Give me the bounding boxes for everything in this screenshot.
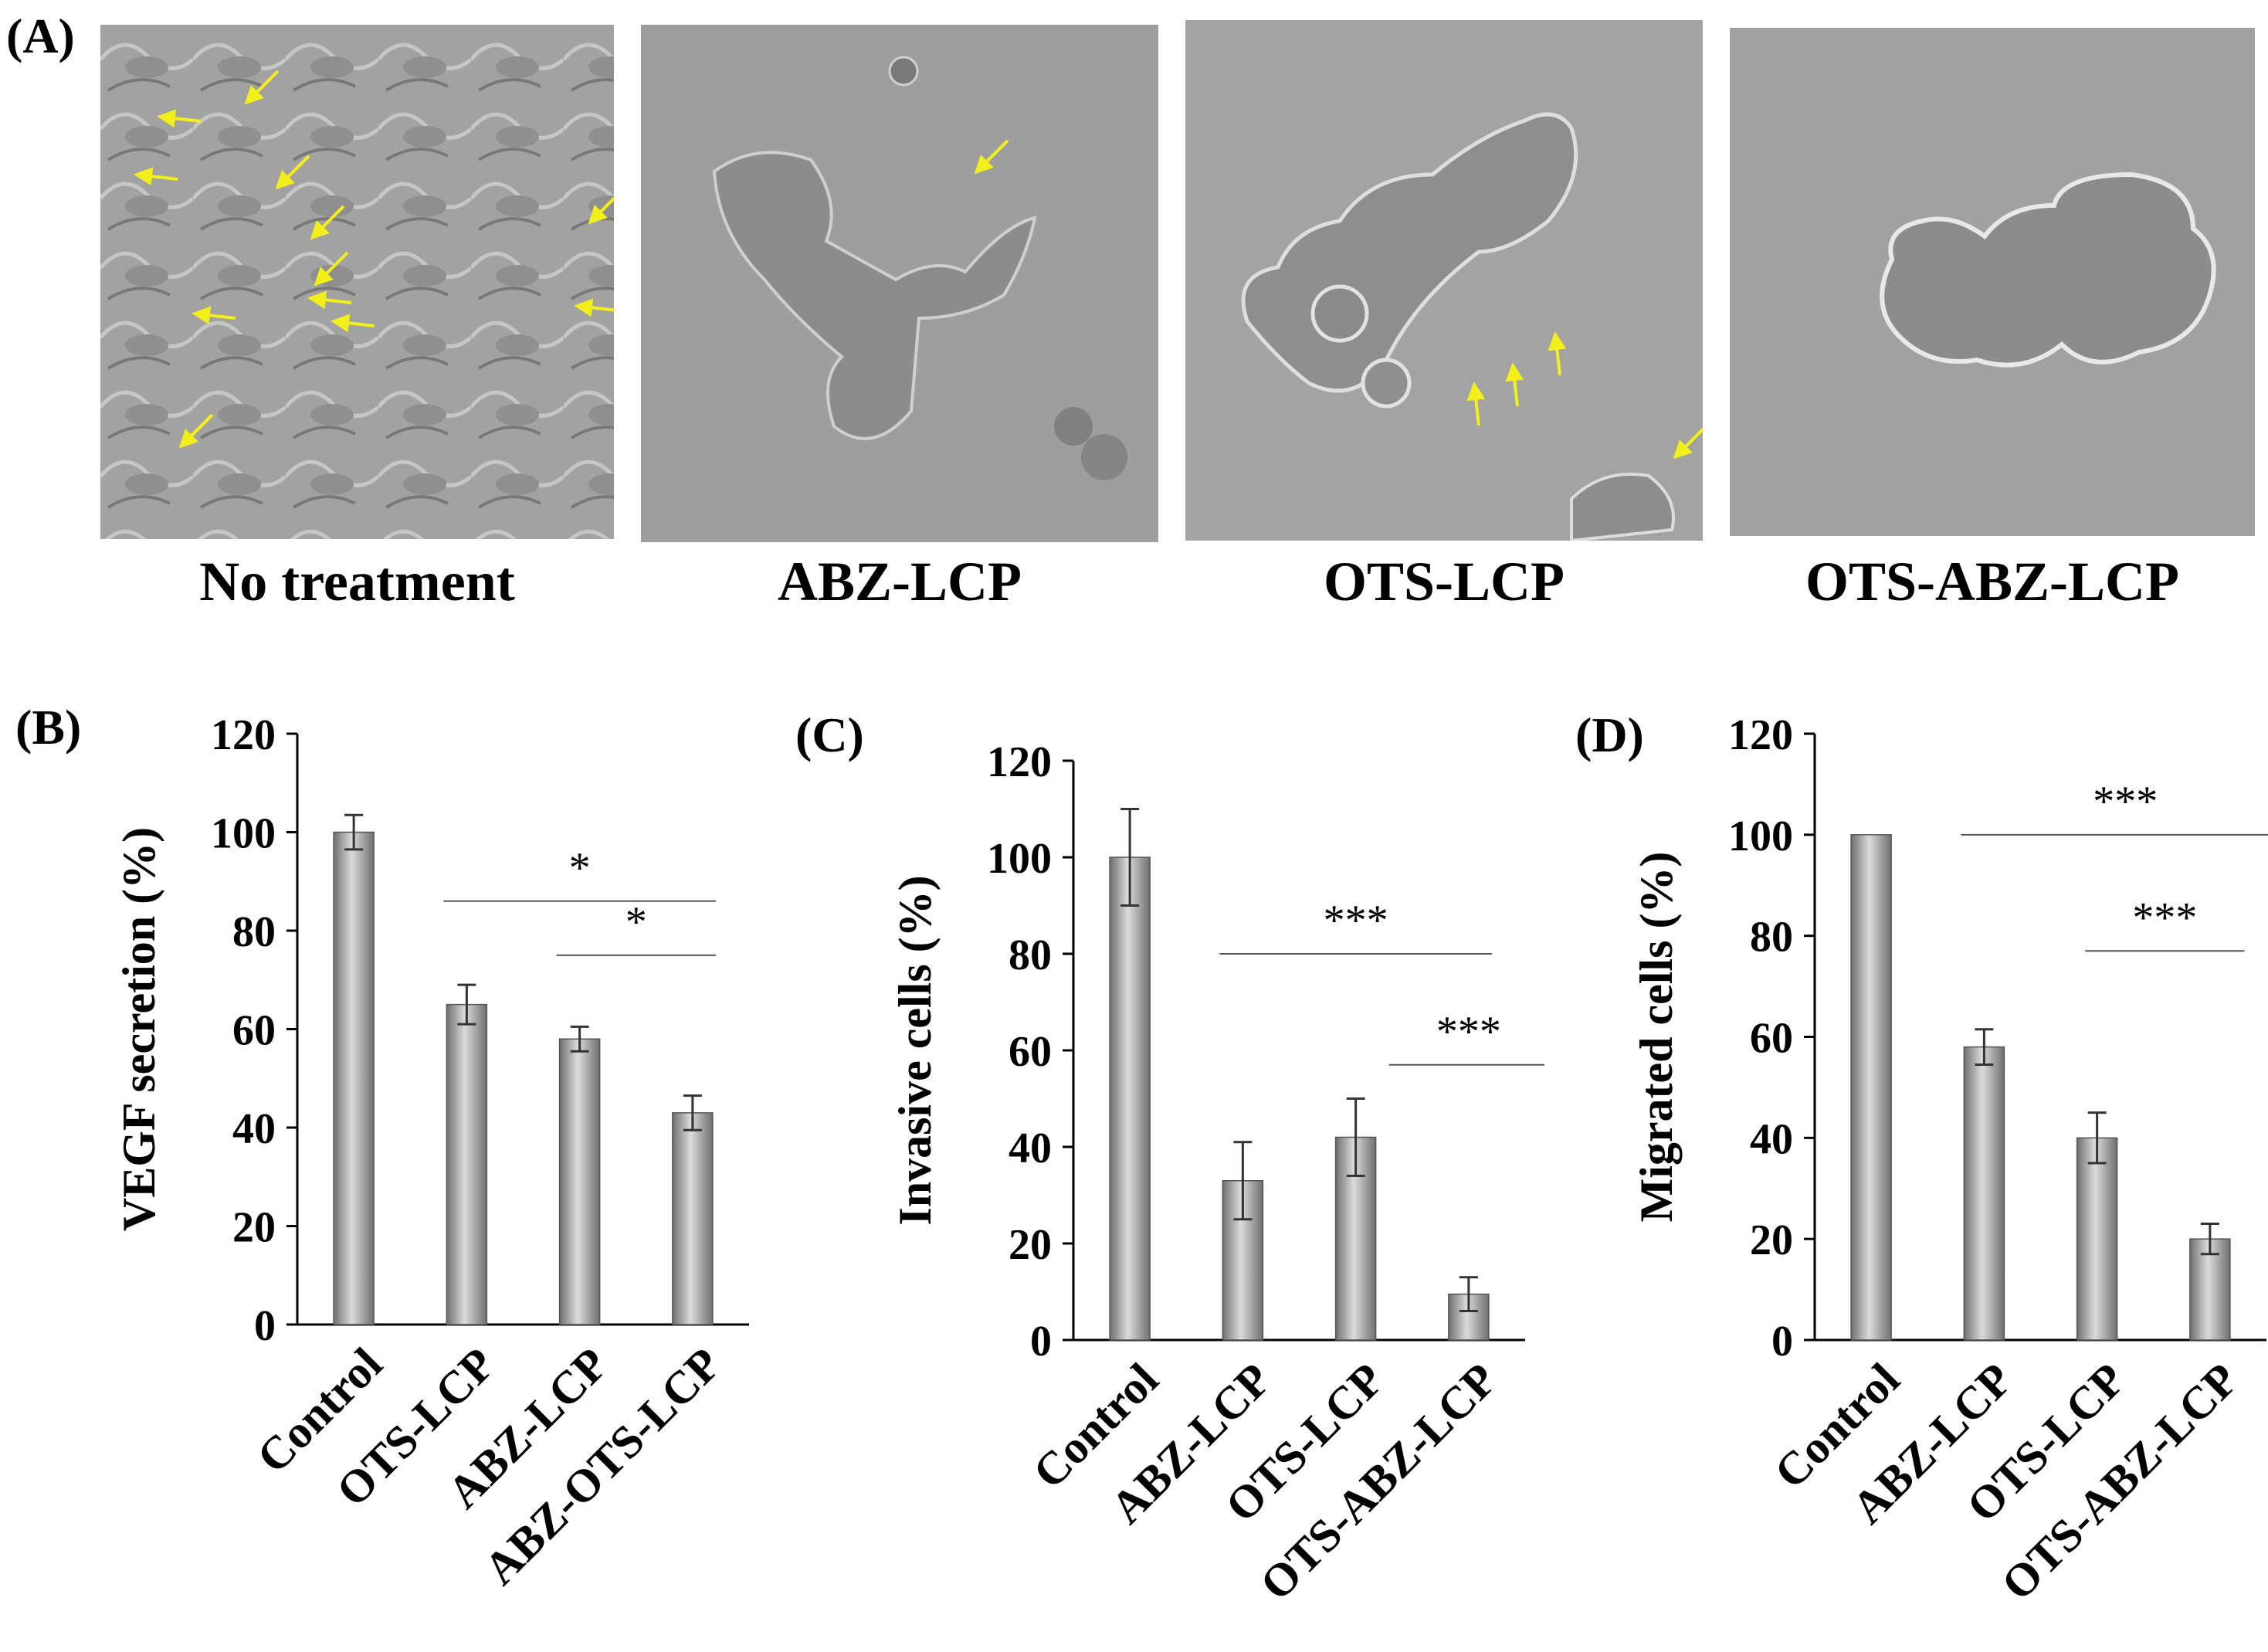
y-tick-label: 60 [1750,1015,1793,1063]
panel-label-b: (B) [15,700,82,755]
y-tick-label: 40 [1009,1125,1052,1172]
cell-image [100,25,614,539]
bar [1850,834,1892,1341]
panel-label-d: (D) [1575,707,1644,762]
yellow-arrow-icon [331,314,375,333]
bar [2076,1137,2118,1341]
micrograph-ots-abz-lcp [1730,28,2255,536]
chart-vegf-secretion: 0 20 40 60 80 100 120 VEGF secretion (%) Control… [0,680,772,1648]
panel-label-c: (C) [795,707,864,762]
caption-abz-lcp: ABZ-LCP [777,551,1022,612]
significance-label: *** [2132,894,2197,941]
yellow-arrow-icon [314,251,349,287]
y-tick-label: 80 [232,908,276,956]
y-tick-label: 120 [211,711,276,759]
caption-ots-lcp: OTS-LCP [1323,551,1565,612]
arrow-markers [974,139,1009,175]
y-tick-label: 20 [1009,1221,1052,1269]
yellow-arrow-icon [974,139,1009,175]
y-tick-label: 60 [232,1007,276,1055]
y-axis-label: Migrated cells (%) [1631,852,1682,1223]
micrograph-abz-lcp [641,25,1158,542]
y-tick-label: 0 [254,1302,276,1350]
caption-ots-abz-lcp: OTS-ABZ-LCP [1805,551,2180,612]
yellow-arrow-icon [1466,382,1486,426]
cell-image [1730,28,2255,536]
y-tick-label: 60 [1009,1028,1052,1076]
arrow-markers [1466,331,1703,460]
significance-label: * [569,844,591,892]
y-tick-label: 80 [1750,914,1793,962]
y-tick-label: 80 [1009,931,1052,979]
y-tick-label: 40 [232,1105,276,1153]
y-tick-label: 100 [987,835,1052,883]
yellow-arrow-icon [157,109,202,128]
yellow-arrow-icon [588,196,614,225]
chart-migrated-cells: 0 20 40 60 80 100 120 Migrated cells (%) Control… [1544,680,2268,1648]
y-tick-label: 100 [1728,812,1793,860]
yellow-arrow-icon [574,298,614,317]
y-axis-label: VEGF secretion (%) [114,827,164,1231]
bar [1109,857,1151,1341]
yellow-arrow-icon [134,167,178,186]
panel-label-a: (A) [6,8,75,63]
significance-label: *** [2093,778,2158,826]
yellow-arrow-icon [1548,331,1567,376]
significance-label: *** [1436,1008,1501,1056]
micrograph-no-treatment [100,25,614,539]
significance-label: * [625,898,647,946]
y-tick-label: 100 [211,810,276,858]
yellow-arrow-icon [244,70,280,105]
y-tick-label: 0 [1771,1318,1793,1365]
bar [1963,1046,2005,1341]
micrograph-ots-lcp [1185,20,1703,541]
yellow-arrow-icon [307,290,352,310]
yellow-arrow-icon [1505,362,1524,407]
y-tick-label: 0 [1030,1318,1052,1365]
yellow-arrow-icon [178,413,214,449]
yellow-arrow-icon [192,306,236,325]
bar [2189,1238,2231,1341]
y-tick-label: 120 [1728,711,1793,759]
bar [446,1003,488,1325]
bar [333,831,375,1325]
y-tick-label: 40 [1750,1115,1793,1163]
caption-no-treatment: No treatment [199,551,515,612]
yellow-arrow-icon [310,205,345,240]
cell-image [641,25,1158,542]
yellow-arrow-icon [1673,427,1703,460]
y-axis-label: Invasive cells (%) [890,875,941,1225]
bar [672,1112,714,1325]
bar [558,1038,601,1325]
yellow-arrow-icon [275,154,310,190]
y-tick-label: 120 [987,738,1052,786]
y-tick-label: 20 [232,1204,276,1252]
cell-image [1185,20,1703,541]
chart-invasive-cells: 0 20 40 60 80 100 120 Invasive cells (%) Control… [772,680,1548,1648]
y-tick-label: 20 [1750,1216,1793,1264]
significance-label: *** [1324,897,1388,945]
arrow-markers [134,70,614,449]
